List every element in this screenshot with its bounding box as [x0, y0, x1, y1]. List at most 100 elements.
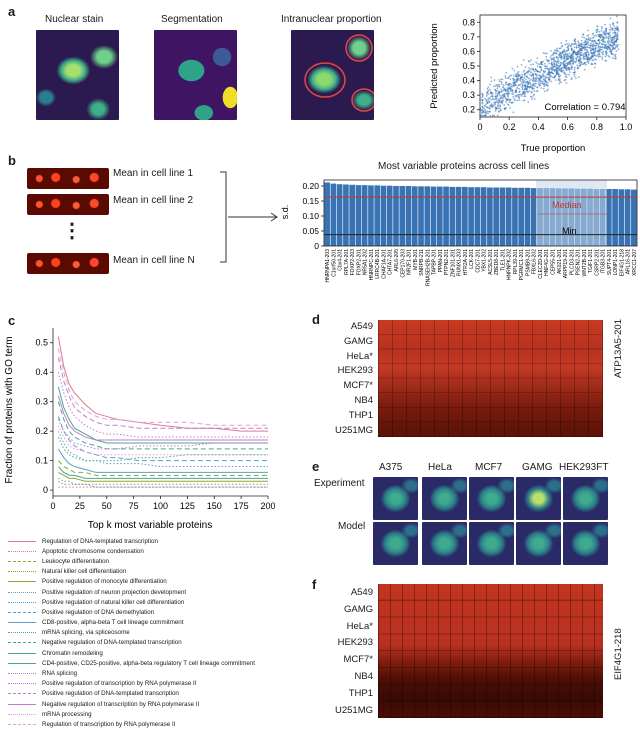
scatter-point	[588, 53, 590, 56]
scatter-point	[570, 68, 573, 71]
bar-category-label: LCK-201	[469, 249, 475, 269]
scatter-point	[610, 53, 613, 55]
scatter-point	[520, 64, 523, 66]
legend-item: Negative regulation of transcription by …	[8, 699, 313, 709]
scatter-point	[519, 75, 522, 78]
cell-line-row-label: GAMG	[343, 335, 373, 347]
scatter-point	[611, 41, 614, 44]
bar-category-label: ARL6-205	[394, 249, 400, 272]
scatter-point	[602, 46, 604, 49]
scatter-point	[498, 79, 500, 81]
bar-category-label: PLCD3-201	[569, 249, 575, 275]
panel-e-tile-model	[563, 522, 608, 565]
cell-line-row-label: A549	[350, 321, 373, 332]
scatter-point	[491, 103, 494, 106]
bar-y-tick-label: 0.15	[302, 196, 319, 206]
scatter-point	[550, 54, 553, 57]
scatter-point	[544, 65, 547, 68]
scatter-point	[555, 70, 558, 73]
panel-a-label: a	[8, 4, 16, 19]
scatter-point	[578, 59, 581, 62]
strip-label-1: Mean in cell line 1	[113, 168, 194, 179]
scatter-point	[586, 45, 588, 48]
scatter-point	[565, 49, 568, 52]
scatter-point	[534, 79, 536, 82]
scatter-point	[549, 71, 552, 73]
scatter-point	[572, 58, 575, 60]
scatter-point	[558, 75, 561, 78]
scatter-point	[528, 67, 530, 69]
bar	[443, 186, 449, 246]
scatter-point	[497, 102, 500, 105]
scatter-point	[567, 58, 569, 60]
legend-item: Regulation of transcription by RNA polym…	[8, 719, 313, 729]
bar	[624, 189, 631, 246]
bar-category-label: HNRNPC-201	[369, 249, 375, 281]
scatter-point	[511, 85, 514, 88]
scatter-point	[599, 55, 602, 58]
scatter-point	[571, 42, 573, 45]
scatter-point	[583, 61, 586, 64]
legend-item: mRNA splicing, via spliceosome	[8, 628, 313, 638]
bar	[480, 187, 487, 246]
scatter-point	[522, 91, 524, 94]
scatter-point	[617, 43, 620, 46]
scatter-point	[486, 101, 489, 104]
scatter-point	[558, 78, 561, 80]
scatter-point	[596, 42, 599, 45]
scatter-point	[505, 107, 507, 109]
scatter-point	[519, 93, 522, 96]
bar-category-label: YBX1-202	[482, 249, 488, 272]
bar-category-label: RPL39-201	[513, 249, 519, 275]
scatter-point	[499, 107, 501, 110]
scatter-point	[528, 79, 531, 82]
scatter-point	[600, 29, 603, 32]
scatter-point	[523, 90, 526, 93]
bar	[330, 183, 337, 246]
bar	[380, 185, 387, 246]
bar-category-label: NR5A1-202	[363, 249, 369, 275]
scatter-point	[525, 75, 528, 78]
scatter-point	[524, 88, 526, 91]
scatter-point	[494, 110, 497, 112]
scatter-point	[516, 65, 519, 68]
scatter-point	[560, 62, 563, 64]
scatter-point	[576, 56, 579, 58]
scatter-point	[484, 97, 487, 100]
scatter-point	[586, 57, 589, 59]
scatter-point	[580, 39, 583, 42]
cell-line-n-strip	[27, 253, 109, 274]
legend-swatch	[8, 723, 36, 725]
scatter-point	[508, 75, 511, 78]
line-series	[57, 336, 268, 488]
scatter-point	[514, 81, 517, 83]
scatter-point	[539, 77, 541, 80]
scatter-xlabel: True proportion	[521, 143, 586, 154]
scatter-point	[594, 62, 597, 65]
scatter-point	[597, 39, 600, 42]
scatter-point	[523, 95, 526, 98]
bar-category-label: SUPT4-201	[607, 249, 613, 275]
legend-swatch	[8, 611, 36, 613]
scatter-point	[510, 85, 512, 88]
bar	[462, 186, 468, 246]
line-xlabel: Top k most variable proteins	[88, 520, 213, 531]
scatter-point	[529, 73, 531, 76]
legend-label: Positive regulation of DNA-templated tra…	[42, 690, 179, 698]
scatter-point	[611, 36, 614, 39]
scatter-point	[543, 90, 546, 93]
scatter-point	[563, 71, 566, 74]
scatter-point	[525, 81, 528, 84]
scatter-point	[494, 89, 497, 92]
scatter-point	[541, 82, 544, 85]
scatter-point	[486, 92, 488, 95]
legend-item: Negative regulation of DNA-templated tra…	[8, 638, 313, 648]
line-y-ticks: 0 0.1 0.2 0.3 0.4 0.5	[35, 338, 53, 495]
scatter-point	[536, 70, 539, 72]
scatter-point	[563, 50, 566, 52]
scatter-x-tick-label: 0	[477, 122, 482, 132]
scatter-point	[543, 85, 546, 88]
scatter-point	[585, 51, 588, 54]
scatter-point	[616, 21, 619, 24]
scatter-point	[607, 37, 610, 40]
